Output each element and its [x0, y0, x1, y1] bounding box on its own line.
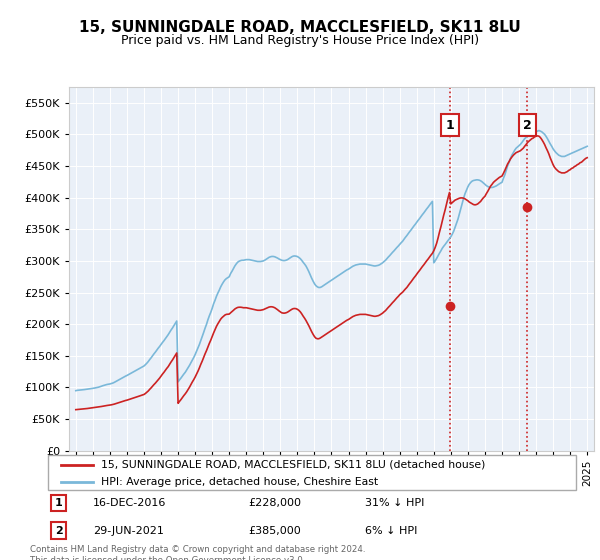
Text: 15, SUNNINGDALE ROAD, MACCLESFIELD, SK11 8LU (detached house): 15, SUNNINGDALE ROAD, MACCLESFIELD, SK11… — [101, 460, 485, 470]
Text: HPI: Average price, detached house, Cheshire East: HPI: Average price, detached house, Ches… — [101, 477, 378, 487]
Text: 1: 1 — [55, 498, 62, 508]
Text: 31% ↓ HPI: 31% ↓ HPI — [365, 498, 424, 508]
Text: 1: 1 — [446, 119, 455, 132]
Text: 16-DEC-2016: 16-DEC-2016 — [93, 498, 166, 508]
Text: £228,000: £228,000 — [248, 498, 302, 508]
Text: Price paid vs. HM Land Registry's House Price Index (HPI): Price paid vs. HM Land Registry's House … — [121, 34, 479, 46]
Text: 6% ↓ HPI: 6% ↓ HPI — [365, 526, 417, 535]
Text: 15, SUNNINGDALE ROAD, MACCLESFIELD, SK11 8LU: 15, SUNNINGDALE ROAD, MACCLESFIELD, SK11… — [79, 20, 521, 35]
Text: £385,000: £385,000 — [248, 526, 301, 535]
Text: 29-JUN-2021: 29-JUN-2021 — [93, 526, 164, 535]
Text: 2: 2 — [523, 119, 532, 132]
Text: 2: 2 — [55, 526, 62, 535]
Text: Contains HM Land Registry data © Crown copyright and database right 2024.
This d: Contains HM Land Registry data © Crown c… — [30, 545, 365, 560]
